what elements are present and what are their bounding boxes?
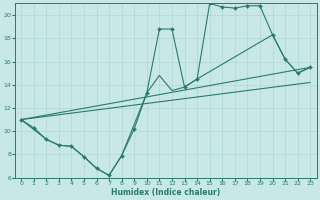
X-axis label: Humidex (Indice chaleur): Humidex (Indice chaleur) (111, 188, 220, 197)
